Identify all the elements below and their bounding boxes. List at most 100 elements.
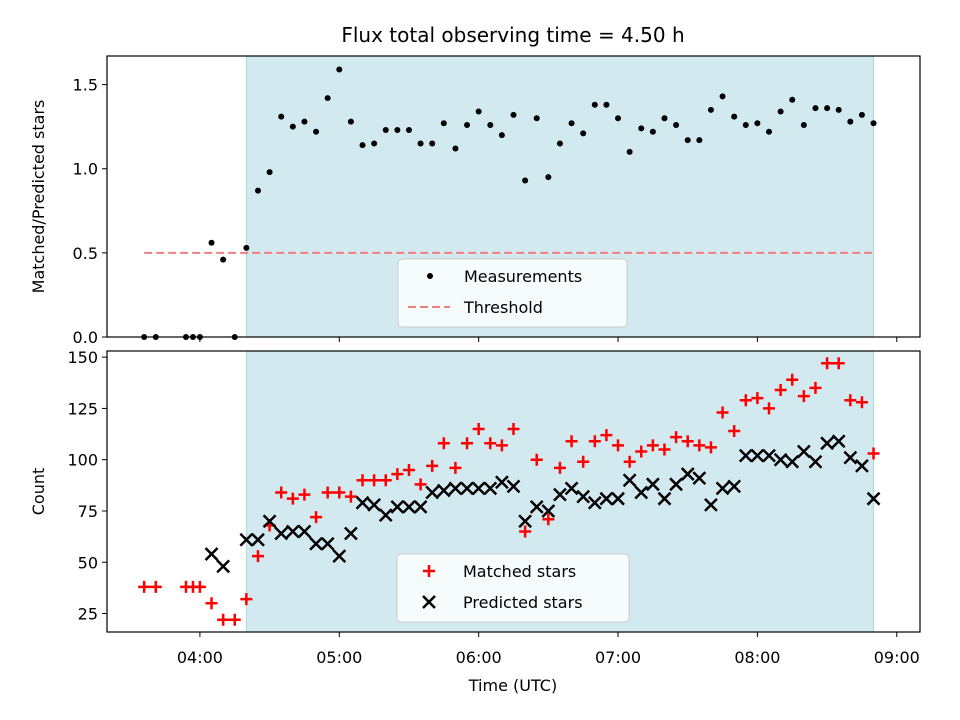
predicted-star-point <box>262 514 277 529</box>
matched-star-point <box>356 474 369 487</box>
legend-box <box>396 553 630 623</box>
matched-star-point <box>728 424 741 437</box>
predicted-star-point <box>831 434 846 449</box>
matched-star-point <box>310 511 323 524</box>
measurement-point <box>707 106 714 113</box>
matched-star-point <box>739 394 752 407</box>
matched-star-point <box>149 580 162 593</box>
measurement-point <box>452 145 459 152</box>
matched-star-point <box>449 461 462 474</box>
predicted-star-point <box>495 475 509 490</box>
measurement-point <box>475 108 482 115</box>
matched-star-point <box>553 461 566 474</box>
measurement-point <box>835 106 842 113</box>
predicted-star-point <box>796 444 811 459</box>
measurement-point <box>766 128 773 135</box>
predicted-star-point <box>738 448 753 463</box>
measurement-point <box>220 256 227 263</box>
predicted-star-point <box>680 467 695 481</box>
predicted-star-point <box>808 454 823 469</box>
y-tick-label: 75 <box>78 502 98 521</box>
matched-star-point <box>472 422 485 435</box>
matched-star-point <box>286 492 299 505</box>
matched-star-point <box>519 525 532 538</box>
matched-star-point <box>138 580 151 593</box>
y-tick-label: 25 <box>78 605 98 624</box>
matched-star-point <box>379 474 392 487</box>
matched-star-point <box>577 455 590 468</box>
measurement-point <box>301 118 308 125</box>
predicted-star-point <box>483 481 498 496</box>
measurement-point <box>313 128 320 135</box>
matched-star-point <box>565 435 578 448</box>
matched-star-point <box>832 357 845 370</box>
x-tick-label: 06:00 <box>456 648 502 667</box>
measurement-point <box>347 118 354 125</box>
matched-star-point <box>844 394 857 407</box>
measurement-point <box>243 244 250 251</box>
y-tick-label: 1.5 <box>73 76 98 95</box>
matched-star-point <box>240 593 253 606</box>
predicted-star-point <box>634 485 649 500</box>
y-tick-label: 1.0 <box>73 160 98 179</box>
measurement-point <box>673 121 680 128</box>
matched-star-point <box>542 513 555 526</box>
predicted-star-point <box>587 495 602 510</box>
measurement-point <box>266 169 273 176</box>
legend-label: Predicted stars <box>463 593 583 612</box>
top-panel: 0.0 0.5 1.0 1.5 Matched/Predicted stars Mea… <box>29 55 921 347</box>
legend-dot-icon <box>427 273 433 279</box>
measurement-point <box>696 137 703 144</box>
measurement-point <box>847 118 854 125</box>
x-tick-label: 09:00 <box>874 648 920 667</box>
matched-star-point <box>635 445 648 458</box>
predicted-star-point <box>657 491 672 506</box>
legend-plus-icon <box>423 565 435 577</box>
measurement-point <box>824 105 831 112</box>
predicted-star-point <box>715 481 730 496</box>
matched-star-point <box>716 406 729 419</box>
measurement-point <box>324 95 331 102</box>
predicted-star-point <box>413 499 428 514</box>
measurement-point <box>382 127 389 134</box>
measurement-point <box>858 111 865 118</box>
predicted-star-point <box>669 477 683 492</box>
measurement-point <box>754 120 761 127</box>
measurement-point <box>661 115 668 122</box>
matched-star-point <box>275 486 288 499</box>
matched-star-point <box>763 402 776 415</box>
y-tick-label: 150 <box>67 348 98 367</box>
measurement-point <box>417 140 424 147</box>
matched-star-point <box>461 437 474 450</box>
predicted-star-point <box>251 532 265 547</box>
measurement-point <box>498 132 505 139</box>
legend-box <box>397 258 628 328</box>
matched-star-point <box>507 422 520 435</box>
measurement-point <box>394 127 401 134</box>
top-legend: Measurements Threshold <box>397 258 628 328</box>
measurement-point <box>649 128 656 135</box>
matched-star-point <box>600 429 613 442</box>
legend-label: Matched stars <box>463 562 576 581</box>
predicted-star-point <box>216 559 231 574</box>
predicted-star-point <box>332 549 347 563</box>
measurement-point <box>254 187 261 194</box>
bottom-panel-frame <box>106 350 921 633</box>
predicted-star-point <box>320 536 335 551</box>
predicted-star-point <box>239 532 254 547</box>
measurement-point <box>464 121 471 128</box>
predicted-star-point <box>704 497 718 512</box>
predicted-star-point <box>529 499 544 514</box>
x-tick-label: 08:00 <box>734 648 780 667</box>
predicted-star-point <box>402 499 416 514</box>
y-tick-label: 0.0 <box>73 328 98 347</box>
legend-label: Measurements <box>464 267 582 286</box>
predicted-star-point <box>390 499 405 514</box>
measurement-point <box>405 127 412 134</box>
predicted-star-point <box>611 491 625 506</box>
predicted-star-point <box>553 487 567 502</box>
matched-star-point <box>855 396 868 409</box>
y-tick-label: 50 <box>78 553 98 572</box>
measurement-point <box>522 177 529 184</box>
measurement-point <box>510 111 517 118</box>
